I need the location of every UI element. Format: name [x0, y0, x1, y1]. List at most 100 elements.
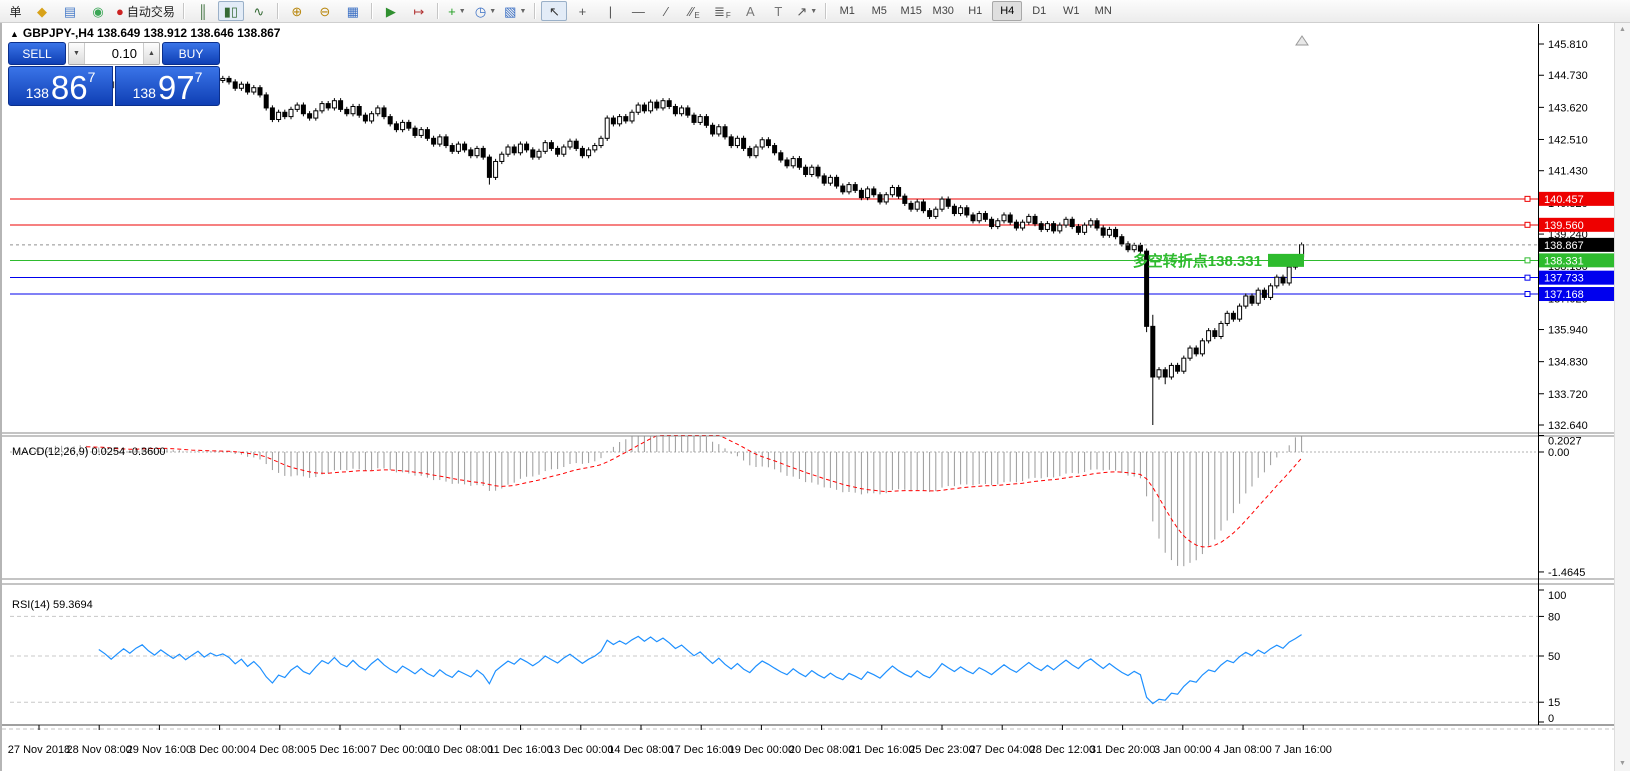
- macd-tick-label: -1.4645: [1548, 567, 1585, 579]
- trendline-icon: ∕: [665, 3, 668, 19]
- price-tick-label: 142.510: [1548, 134, 1588, 146]
- new-chart-button[interactable]: + ▼: [444, 1, 470, 21]
- tf-h1[interactable]: H1: [960, 1, 990, 21]
- news-icon[interactable]: ◉: [85, 1, 111, 21]
- candle: [1119, 236, 1125, 245]
- chart-shift-button[interactable]: ↦: [406, 1, 432, 21]
- gold-icon[interactable]: ◆: [29, 1, 55, 21]
- dropdown-caret-icon[interactable]: ▼: [489, 7, 497, 15]
- candle: [722, 126, 728, 138]
- tf-d1[interactable]: D1: [1024, 1, 1054, 21]
- candle: [970, 214, 976, 222]
- candle: [313, 110, 319, 119]
- tf-h4[interactable]: H4: [992, 1, 1023, 21]
- line-anchor-handle[interactable]: [1524, 274, 1531, 281]
- label-button[interactable]: T: [765, 1, 791, 21]
- candle: [548, 142, 554, 149]
- candle: [685, 107, 691, 116]
- tile-windows-icon: ▦: [346, 3, 360, 19]
- volume-input[interactable]: 0.10: [111, 46, 137, 61]
- candle: [660, 100, 666, 109]
- tf-m5[interactable]: M5: [864, 1, 894, 21]
- trendline-button[interactable]: ∕: [653, 1, 679, 21]
- candle: [573, 140, 579, 149]
- channel-button[interactable]: ∕∕ E: [681, 1, 707, 21]
- chart-shift-marker[interactable]: [1295, 35, 1309, 46]
- date-tick-label: 7 Dec 00:00: [371, 744, 430, 756]
- new-chart-icon: +: [448, 3, 456, 19]
- crosshair-button[interactable]: +: [569, 1, 595, 21]
- hline-button[interactable]: —: [625, 1, 651, 21]
- tf-m15-label: M15: [900, 5, 922, 17]
- date-tick-label: 31 Dec 20:00: [1090, 744, 1155, 756]
- arrows-button[interactable]: ↗ ▼: [793, 1, 820, 21]
- autoscroll-button[interactable]: ▶: [378, 1, 404, 21]
- candle: [1063, 218, 1069, 226]
- scroll-down-button[interactable]: ▼: [1619, 760, 1626, 767]
- candle: [276, 111, 282, 121]
- scroll-up-button[interactable]: ▲: [1619, 26, 1626, 33]
- volume-increase-button[interactable]: ▲: [143, 43, 159, 64]
- tf-m30[interactable]: M30: [928, 1, 958, 21]
- candle: [412, 127, 418, 136]
- dropdown-caret-icon[interactable]: ▼: [810, 7, 818, 15]
- sell-price-button[interactable]: 138 86 7: [8, 66, 113, 106]
- tf-m15[interactable]: M15: [896, 1, 926, 21]
- label-icon: T: [774, 3, 783, 19]
- tf-w1-label: W1: [1062, 5, 1080, 17]
- tf-m1[interactable]: M1: [832, 1, 862, 21]
- cursor-button[interactable]: ↖: [541, 1, 568, 21]
- fibonacci-button[interactable]: ≣ F: [709, 1, 735, 21]
- zoom-in-button[interactable]: ⊕: [284, 1, 310, 21]
- tf-mn[interactable]: MN: [1088, 1, 1118, 21]
- volume-decrease-button[interactable]: ▼: [69, 43, 85, 64]
- tf-w1[interactable]: W1: [1056, 1, 1086, 21]
- autotrade-button[interactable]: ● 自动交易: [113, 1, 178, 21]
- date-tick-label: 7 Jan 16:00: [1274, 744, 1332, 756]
- pivot-annotation-text[interactable]: 多空转折点138.331: [1132, 253, 1262, 270]
- periods-icon: ◷: [474, 3, 487, 19]
- candle: [232, 81, 238, 89]
- tile-windows-button[interactable]: ▦: [340, 1, 366, 21]
- candle: [877, 194, 883, 203]
- candle: [220, 77, 226, 81]
- vertical-scrollbar[interactable]: ▲ ▼: [1614, 22, 1630, 771]
- candle: [406, 121, 412, 129]
- templates-button[interactable]: ▧ ▼: [501, 1, 529, 21]
- date-tick-label: 28 Nov 08:00: [66, 744, 131, 756]
- line-anchor-handle[interactable]: [1524, 195, 1531, 202]
- line-chart-button[interactable]: ∿: [246, 1, 272, 21]
- candle: [976, 213, 982, 222]
- oneclick-collapse-icon[interactable]: ▲: [10, 29, 19, 39]
- line-anchor-handle[interactable]: [1524, 291, 1531, 298]
- candle: [1038, 223, 1044, 230]
- candle: [1100, 227, 1106, 236]
- terminal-icon[interactable]: ▤: [57, 1, 83, 21]
- sell-button[interactable]: SELL: [8, 42, 66, 65]
- candle: [375, 107, 381, 115]
- dropdown-caret-icon[interactable]: ▼: [458, 7, 466, 15]
- buy-price-button[interactable]: 138 97 7: [115, 66, 220, 106]
- candle: [542, 142, 548, 152]
- new-order-button[interactable]: 单: [1, 1, 27, 21]
- candle: [710, 124, 716, 135]
- date-tick-label: 27 Dec 04:00: [969, 744, 1034, 756]
- dropdown-caret-icon[interactable]: ▼: [519, 7, 527, 15]
- price-tick-label: 145.810: [1548, 39, 1588, 51]
- line-anchor-handle[interactable]: [1524, 257, 1531, 264]
- buy-button[interactable]: BUY: [162, 42, 220, 65]
- bar-chart-button[interactable]: ║: [190, 1, 216, 21]
- candlestick-button[interactable]: ▮▯: [217, 1, 244, 21]
- periods-button[interactable]: ◷ ▼: [472, 1, 499, 21]
- candle: [1286, 266, 1292, 284]
- vline-button[interactable]: |: [597, 1, 623, 21]
- icon-subscript: E: [694, 11, 700, 20]
- rsi-line: [98, 634, 1302, 705]
- candle: [1026, 215, 1032, 223]
- text-button[interactable]: A: [737, 1, 763, 21]
- price-marker-text: 138.331: [1544, 255, 1584, 267]
- zoom-out-button[interactable]: ⊖: [312, 1, 338, 21]
- date-tick-label: 4 Dec 08:00: [250, 744, 309, 756]
- green-highlight-box[interactable]: [1268, 253, 1304, 267]
- line-anchor-handle[interactable]: [1524, 221, 1531, 228]
